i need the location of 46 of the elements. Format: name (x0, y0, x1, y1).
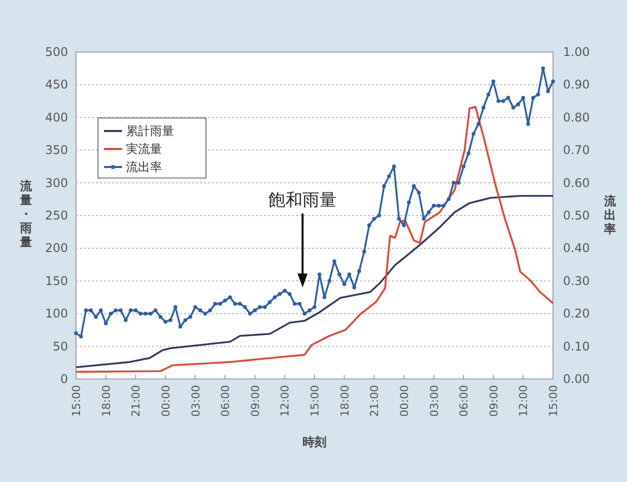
y-tick-label: 500 (45, 45, 68, 59)
annotation: 飽和雨量 (268, 190, 337, 210)
y-tick-label: 100 (45, 306, 68, 321)
y-tick-label: 300 (45, 176, 68, 190)
x-tick-label: 12:00 (278, 385, 292, 417)
y-tick-label: 200 (45, 241, 68, 256)
y-tick-label: 350 (45, 143, 68, 158)
y-tick-label: 400 (45, 110, 68, 124)
y2-tick-label: 0.20 (563, 306, 590, 321)
x-tick-label: 03:00 (189, 385, 202, 417)
legend-label: 流出率 (126, 160, 162, 174)
x-tick-label: 09:00 (487, 385, 500, 417)
x-tick-label: 06:00 (219, 385, 232, 417)
y2-tick-label: 0.10 (563, 339, 590, 354)
x-tick-label: 12:00 (517, 385, 530, 417)
y-tick-label: 50 (52, 339, 68, 354)
x-tick-label: 18:00 (100, 385, 113, 417)
x-tick-label: 15:00 (547, 385, 560, 417)
y2-tick-label: 0.90 (563, 78, 590, 92)
y-tick-label: 450 (45, 78, 68, 92)
x-tick-label: 21:00 (368, 385, 382, 417)
x-tick-label: 18:00 (338, 385, 352, 417)
y2-tick-label: 0.50 (563, 208, 590, 222)
y2-tick-label: 0.80 (563, 110, 590, 124)
y-axis-title: 流量・雨量 (19, 179, 33, 249)
x-axis-title: 時刻 (302, 435, 326, 449)
y2-axis-title: 流出率 (603, 194, 617, 236)
x-tick-label: 15:00 (308, 385, 322, 417)
y-tick-label: 150 (45, 274, 68, 288)
legend-label: 累計雨量 (126, 124, 174, 138)
x-tick-label: 00:00 (398, 385, 411, 417)
y2-tick-label: 0.70 (563, 143, 590, 158)
y2-tick-label: 0.40 (563, 241, 590, 256)
y2-tick-label: 0.30 (563, 274, 590, 288)
y-tick-label: 0 (60, 372, 68, 386)
y2-tick-label: 0.60 (563, 176, 590, 190)
y2-tick-label: 1.00 (563, 45, 590, 59)
x-tick-label: 15:00 (70, 385, 83, 417)
x-tick-label: 09:00 (248, 385, 262, 417)
y-tick-label: 250 (45, 208, 68, 222)
legend-label: 実流量 (126, 142, 162, 156)
y2-tick-label: 0.00 (563, 372, 590, 386)
x-tick-label: 06:00 (458, 385, 471, 417)
x-tick-label: 00:00 (159, 385, 172, 417)
x-tick-label: 03:00 (428, 385, 441, 417)
x-tick-label: 21:00 (130, 385, 143, 417)
